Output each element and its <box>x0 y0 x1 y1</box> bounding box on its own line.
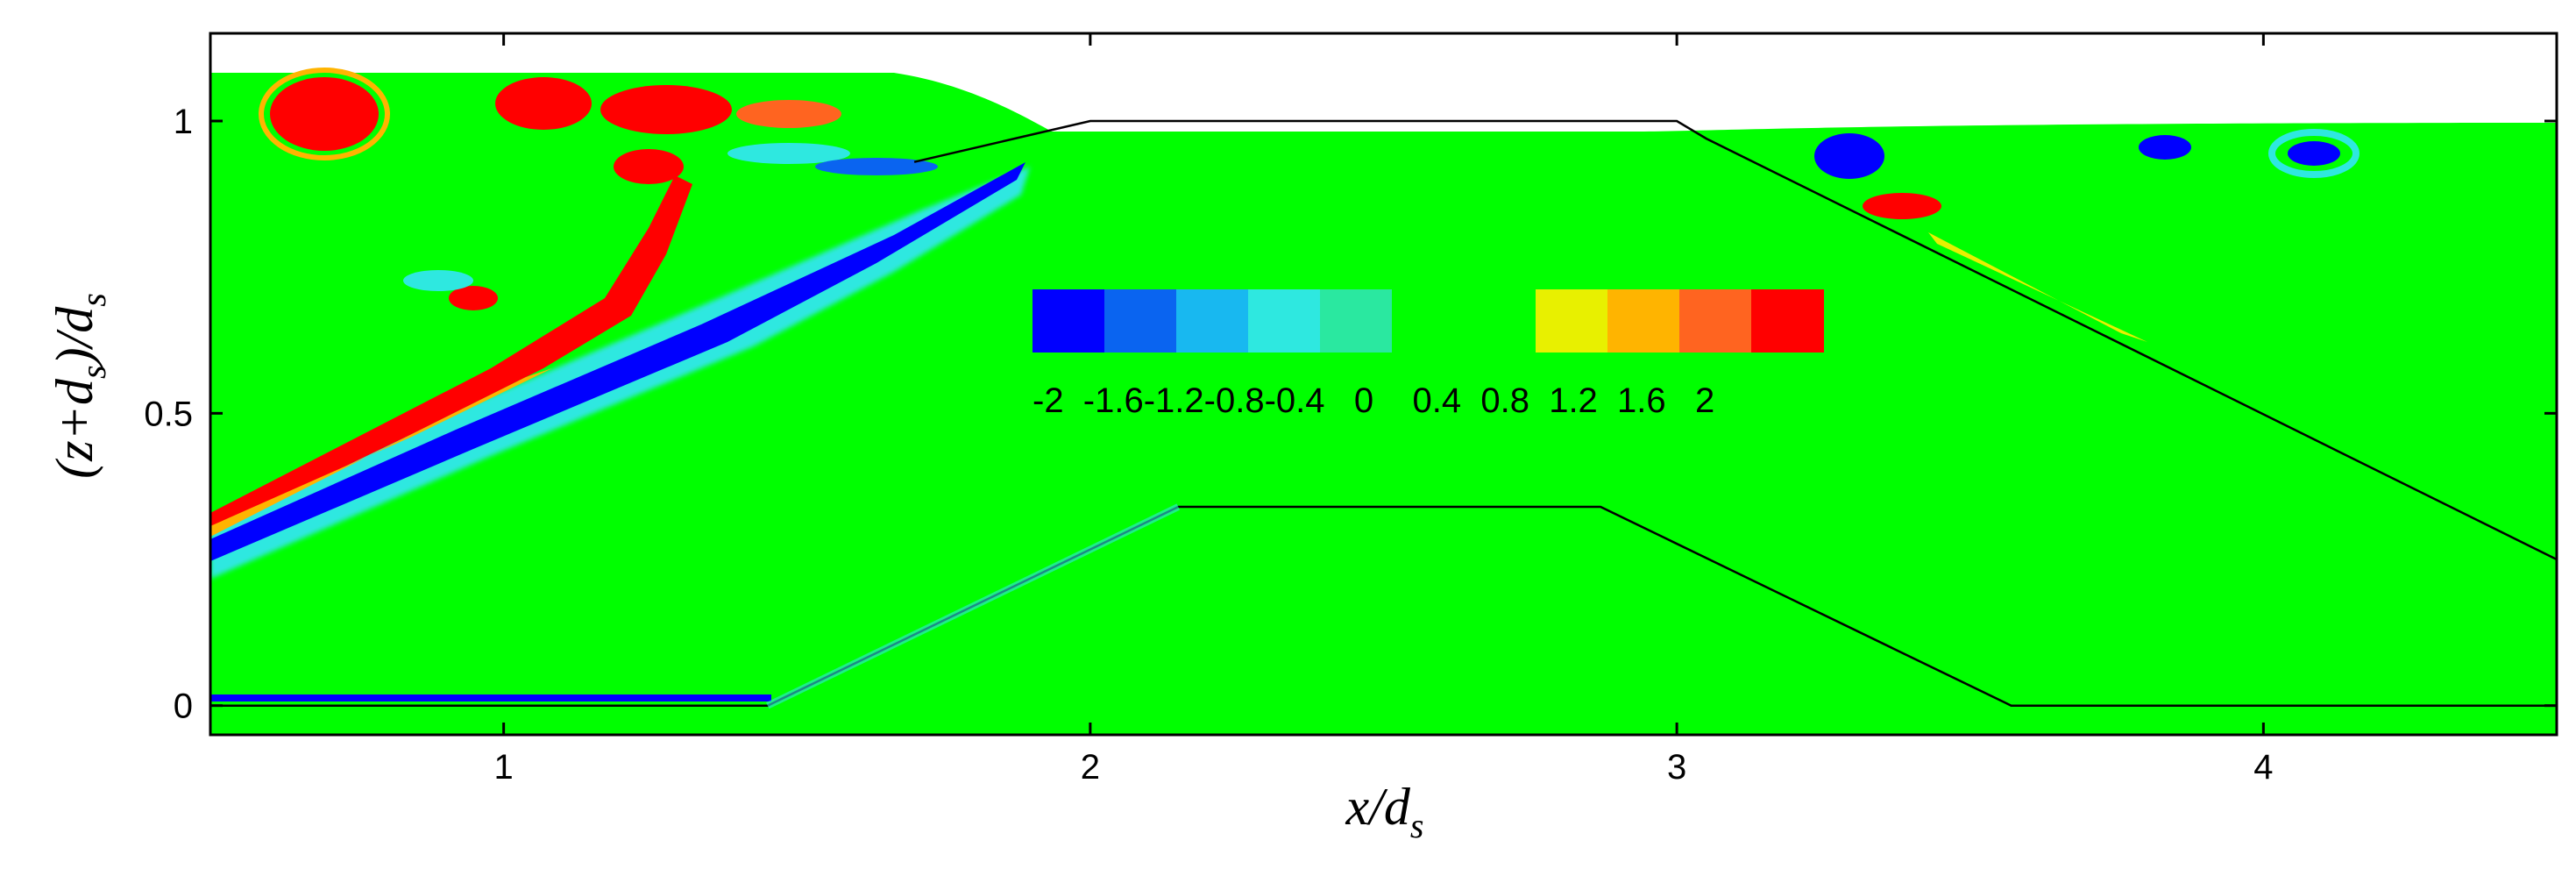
x-axis-title: x/ds <box>1345 778 1424 845</box>
y-tick-label: 0.5 <box>144 395 193 433</box>
vortex-left-halo <box>259 68 390 160</box>
plot-frame <box>209 32 2558 737</box>
plot-area: -2 -1.6-1.2-0.8-0.4 0 0.4 0.8 1.2 1.6 2 <box>210 33 2557 735</box>
vortex-plume-3 <box>614 149 684 184</box>
outer-structure-outline <box>913 119 2557 561</box>
vortex-right-1 <box>1814 133 1884 179</box>
colorbar: -2 -1.6-1.2-0.8-0.4 0 0.4 0.8 1.2 1.6 2 <box>1033 289 1824 420</box>
vortex-minor-cyan <box>403 270 473 291</box>
vortex-plume-cyan <box>727 143 850 164</box>
colorbar-swatch <box>1607 289 1680 353</box>
colorbar-swatch <box>1248 289 1321 353</box>
colorbar-swatch <box>1392 289 1465 353</box>
x-tick-label: 3 <box>1667 748 1686 787</box>
vortex-right-2 <box>1863 193 1941 219</box>
vortex-left-large <box>270 77 379 151</box>
bed-layer <box>210 694 771 702</box>
flow-domain <box>210 73 2557 735</box>
colorbar-labels: -2 -1.6-1.2-0.8-0.4 0 0.4 0.8 1.2 1.6 2 <box>1033 381 1714 420</box>
colorbar-swatch <box>1320 289 1393 353</box>
vortex-right-4-halo <box>2268 129 2360 178</box>
x-tick-label: 2 <box>1081 748 1100 787</box>
y-axis: 00.51 <box>144 103 2557 726</box>
vortex-plume-4 <box>736 100 841 128</box>
colorbar-swatch <box>1104 289 1177 353</box>
colorbar-swatch <box>1176 289 1249 353</box>
vortex-plume-blue <box>815 158 938 175</box>
y-axis-title: (z+ds)/ds <box>46 293 113 479</box>
vortex-minor-red <box>449 286 498 310</box>
y-tick-label: 0 <box>174 687 193 726</box>
colorbar-swatch <box>1679 289 1752 353</box>
x-tick-label: 1 <box>494 748 514 787</box>
x-axis: 1 2 3 4 <box>494 33 2274 787</box>
colorbar-swatch <box>1464 289 1536 353</box>
x-tick-label: 4 <box>2253 748 2273 787</box>
inner-structure-slope-band <box>766 503 1181 709</box>
vortex-plume-2 <box>600 85 732 134</box>
vortex-right-4 <box>2288 141 2340 166</box>
colorbar-swatch <box>1033 289 1105 353</box>
inner-structure-outline <box>210 505 2557 707</box>
y-tick-label: 1 <box>174 103 193 141</box>
colorbar-swatch <box>1751 289 1824 353</box>
vortex-plume-1 <box>495 77 592 130</box>
colorbar-swatch <box>1536 289 1608 353</box>
vortex-right-3 <box>2139 135 2191 160</box>
shear-layer-negative <box>210 162 1025 561</box>
shear-layer-positive <box>210 175 692 531</box>
